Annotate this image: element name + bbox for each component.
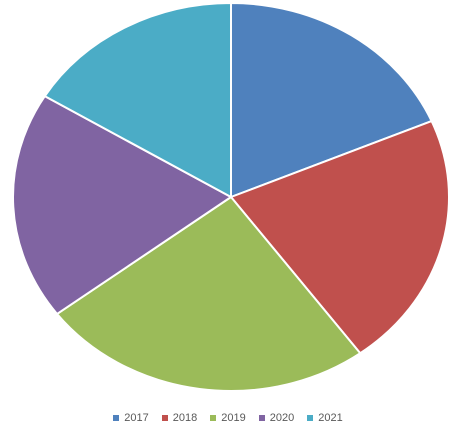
legend-item-2018: 2018 — [161, 412, 198, 424]
legend-item-2019: 2019 — [210, 412, 246, 424]
legend-label-2020: 2020 — [269, 412, 295, 424]
legend-label-2021: 2021 — [318, 412, 343, 424]
legend-item-2020: 2020 — [258, 412, 295, 424]
pie-slice-2021 — [43, 2, 232, 198]
legend-swatch-2021 — [307, 415, 314, 421]
legend-swatch-2017 — [113, 415, 120, 421]
legend-label-2019: 2019 — [221, 412, 246, 424]
legend-label-2017: 2017 — [124, 412, 149, 424]
pie-slice-2019 — [56, 196, 362, 392]
legend-swatch-2018 — [161, 415, 168, 421]
pie-slice-2017 — [230, 2, 433, 198]
legend-item-2021: 2021 — [307, 412, 343, 424]
chart-legend: 2017 2018 2019 2020 2021 — [0, 408, 456, 428]
legend-swatch-2020 — [258, 415, 265, 421]
pie-slice-2020 — [12, 95, 232, 315]
legend-swatch-2019 — [210, 415, 217, 421]
legend-item-2017: 2017 — [113, 412, 149, 424]
legend-label-2018: 2018 — [172, 412, 198, 424]
pie-slice-2018 — [230, 120, 450, 355]
